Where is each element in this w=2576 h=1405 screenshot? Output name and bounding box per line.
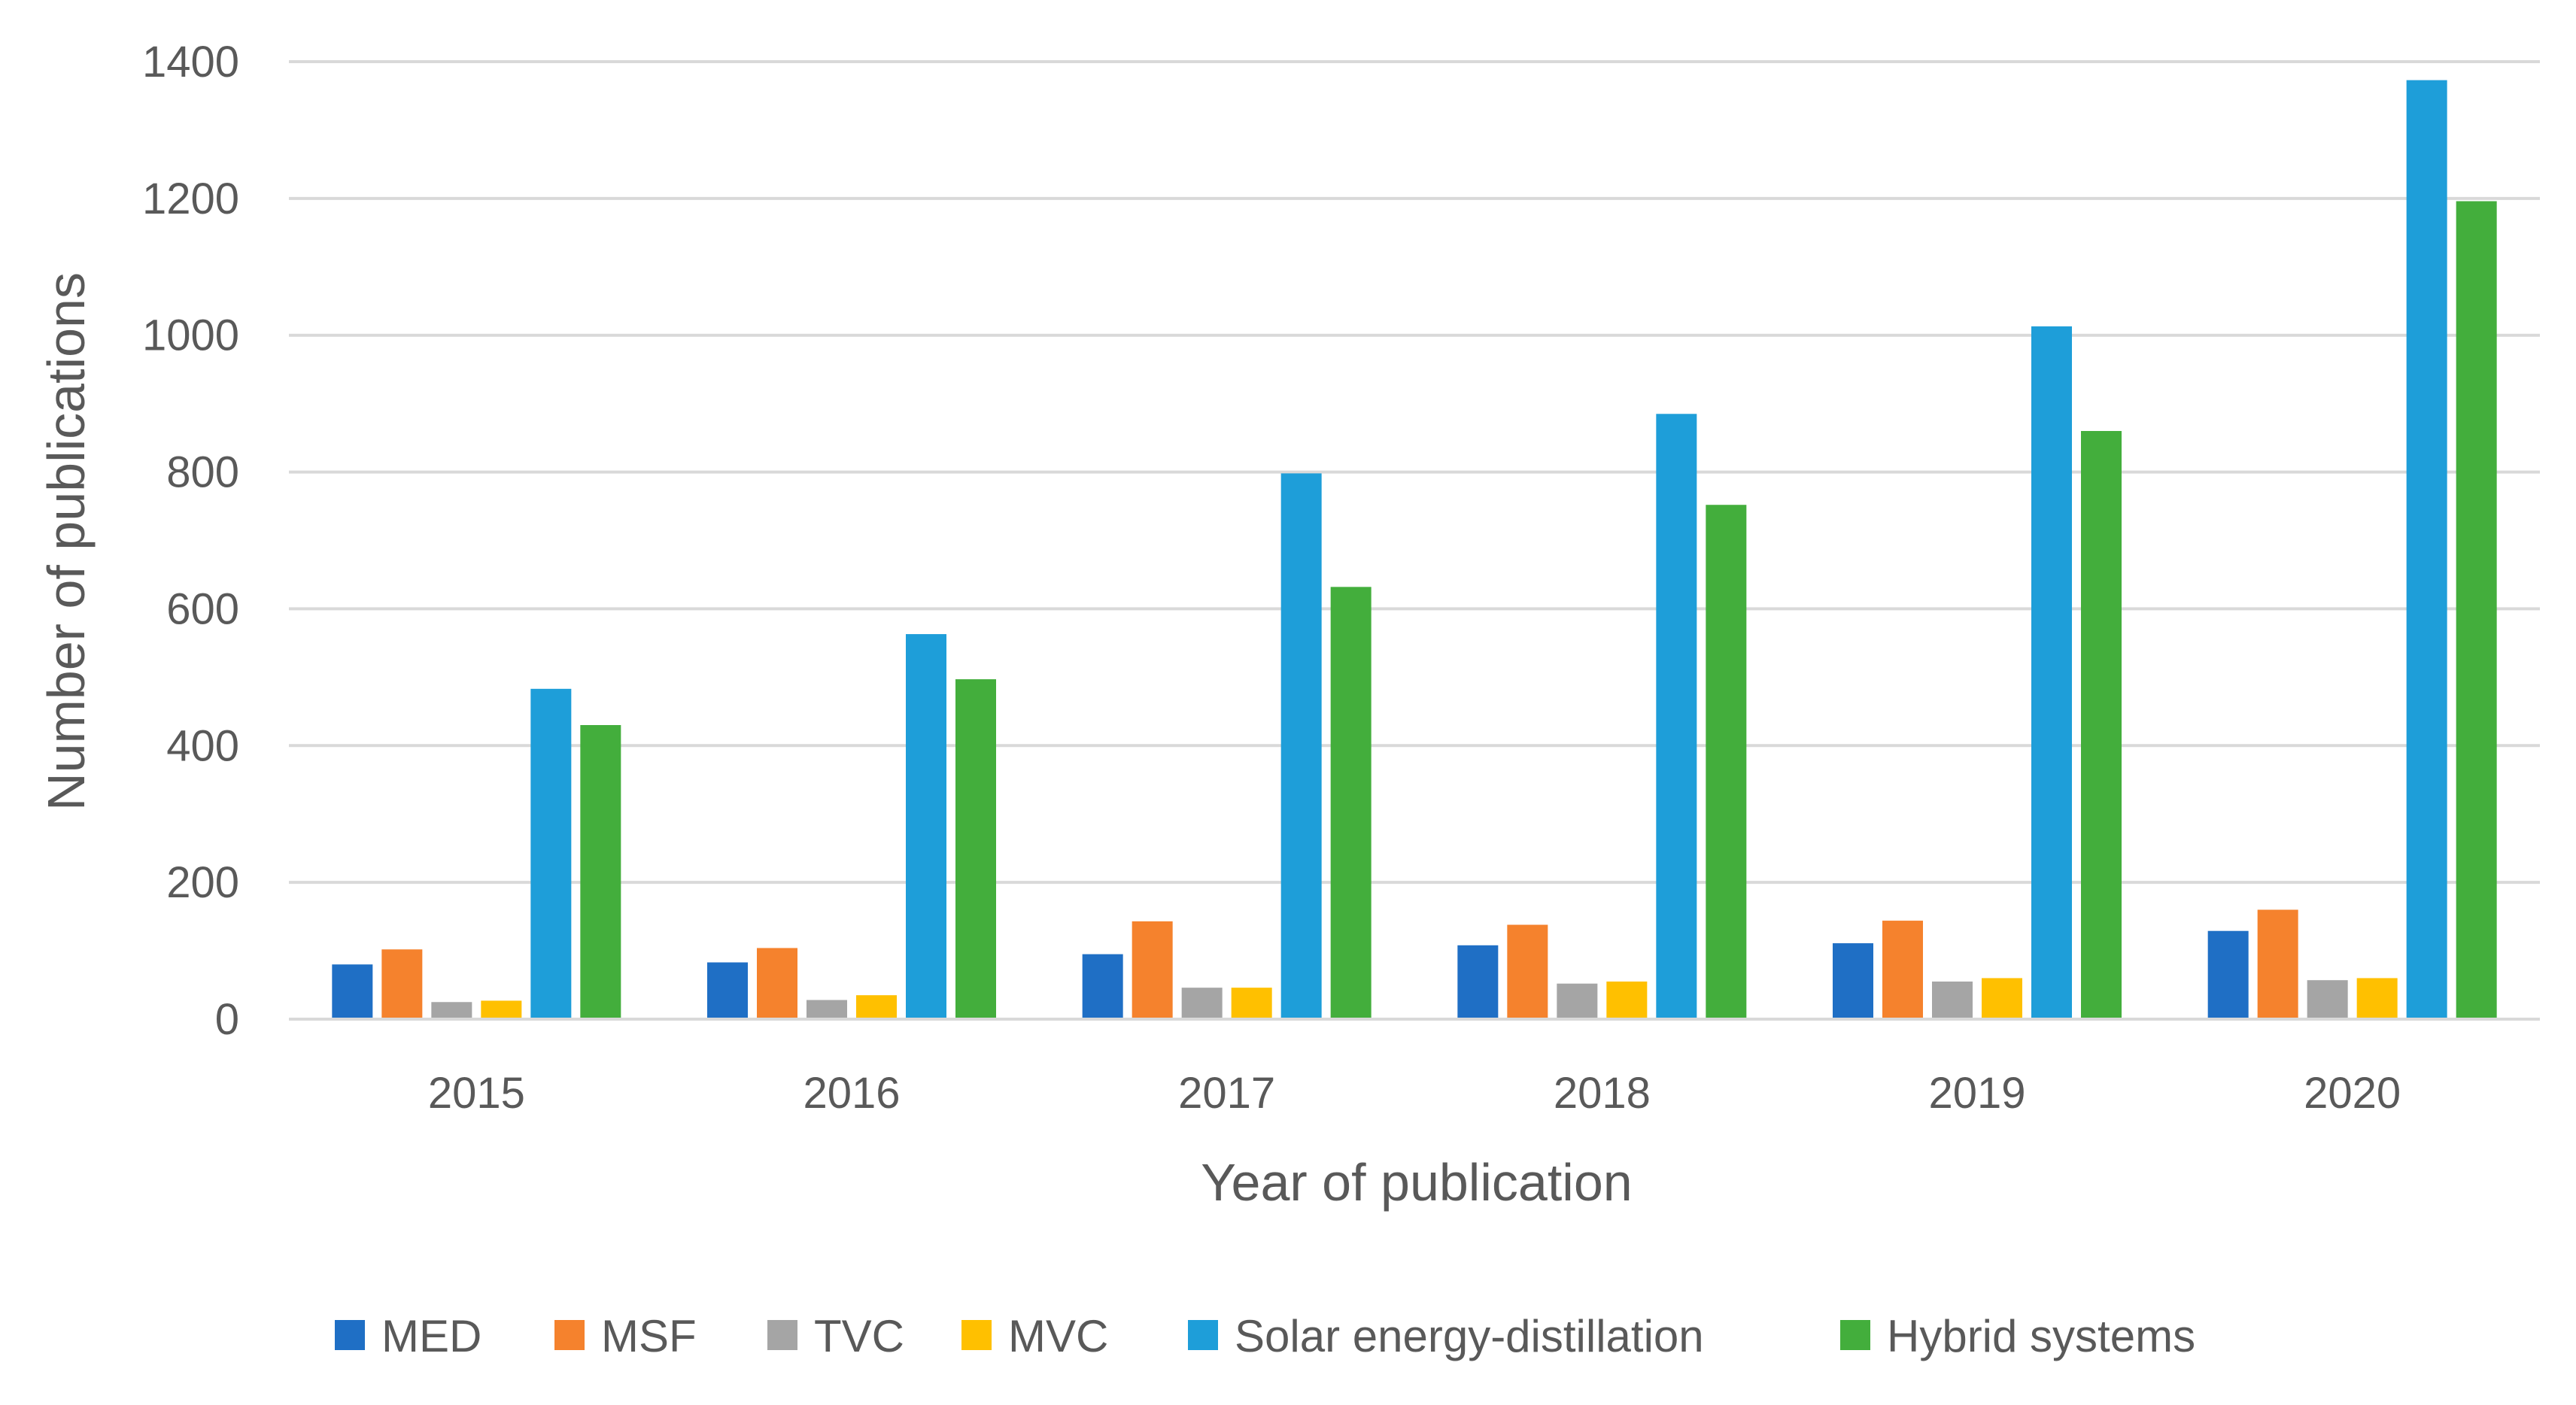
axes: 0 200 400 600 800 1000 1200 1400 2015 2016 2017 201… xyxy=(142,38,2540,1118)
legend-label: Hybrid systems xyxy=(1887,1311,2195,1361)
legend-label: MSF xyxy=(601,1311,697,1361)
x-axis-title: Year of publication xyxy=(1201,1153,1632,1212)
x-tick-label: 2017 xyxy=(1178,1069,1275,1118)
y-tick-label: 1200 xyxy=(142,174,239,223)
bar-mvc-2016 xyxy=(856,995,897,1019)
bar-med-2015 xyxy=(332,964,373,1019)
y-tick-label: 0 xyxy=(215,995,239,1044)
legend-swatch xyxy=(767,1320,797,1350)
bar-solar-energy-distillation-2018 xyxy=(1656,414,1697,1019)
bar-hybrid-systems-2019 xyxy=(2081,431,2122,1019)
bar-med-2016 xyxy=(707,962,748,1019)
bar-hybrid-systems-2017 xyxy=(1330,587,1372,1019)
bar-tvc-2015 xyxy=(431,1002,472,1019)
legend-swatch xyxy=(335,1320,365,1350)
bar-tvc-2019 xyxy=(1932,981,1973,1019)
y-tick-label: 200 xyxy=(166,858,239,907)
legend-swatch xyxy=(1188,1320,1218,1350)
bar-hybrid-systems-2015 xyxy=(580,725,621,1019)
bar-msf-2018 xyxy=(1507,924,1548,1019)
bar-solar-energy-distillation-2019 xyxy=(2031,326,2072,1020)
y-tick-label: 1400 xyxy=(142,38,239,86)
legend-swatch xyxy=(961,1320,992,1350)
legend-label: Solar energy-distillation xyxy=(1235,1311,1704,1361)
bar-hybrid-systems-2016 xyxy=(955,679,996,1019)
legend-label: TVC xyxy=(814,1311,904,1361)
bar-mvc-2018 xyxy=(1606,981,1648,1019)
y-tick-label: 400 xyxy=(166,721,239,770)
bar-msf-2019 xyxy=(1882,921,1923,1019)
y-tick-label: 1000 xyxy=(142,311,239,360)
bar-solar-energy-distillation-2017 xyxy=(1280,473,1322,1019)
bar-med-2019 xyxy=(1833,943,1873,1019)
bar-msf-2015 xyxy=(381,949,423,1019)
legend-label: MVC xyxy=(1008,1311,1108,1361)
legend-swatch xyxy=(554,1320,585,1350)
x-tick-label: 2015 xyxy=(428,1069,525,1118)
bar-med-2017 xyxy=(1082,954,1123,1019)
bar-mvc-2020 xyxy=(2356,978,2398,1019)
legend-label: MED xyxy=(381,1311,481,1361)
bar-msf-2020 xyxy=(2257,909,2298,1019)
bar-med-2018 xyxy=(1457,945,1499,1019)
x-tick-label: 2016 xyxy=(803,1069,900,1118)
bar-tvc-2018 xyxy=(1557,983,1598,1019)
bar-msf-2016 xyxy=(757,948,797,1019)
x-tick-label: 2018 xyxy=(1554,1069,1651,1118)
bar-hybrid-systems-2020 xyxy=(2456,201,2497,1020)
y-tick-label: 600 xyxy=(166,584,239,633)
bar-solar-energy-distillation-2020 xyxy=(2406,80,2447,1020)
x-tick-label: 2020 xyxy=(2304,1069,2401,1118)
gridlines xyxy=(289,60,2540,885)
bar-mvc-2019 xyxy=(1982,978,2022,1019)
y-tick-label: 800 xyxy=(166,448,239,497)
bar-med-2020 xyxy=(2207,930,2249,1019)
bar-msf-2017 xyxy=(1132,921,1173,1019)
bar-mvc-2017 xyxy=(1231,988,1272,1019)
bar-tvc-2016 xyxy=(807,1000,847,1019)
x-tick-label: 2019 xyxy=(1928,1069,2025,1118)
bars xyxy=(332,80,2497,1020)
legend: MED MSF TVC MVC Solar energy-distillation Hyb… xyxy=(335,1311,2195,1361)
legend-swatch xyxy=(1840,1320,1870,1350)
bar-hybrid-systems-2018 xyxy=(1706,505,1747,1019)
bar-solar-energy-distillation-2016 xyxy=(906,634,946,1019)
bar-tvc-2017 xyxy=(1181,988,1223,1019)
bar-tvc-2020 xyxy=(2307,980,2348,1019)
bar-mvc-2015 xyxy=(481,1000,522,1019)
bar-solar-energy-distillation-2015 xyxy=(530,688,572,1019)
y-axis-title: Number of publications xyxy=(37,272,96,811)
